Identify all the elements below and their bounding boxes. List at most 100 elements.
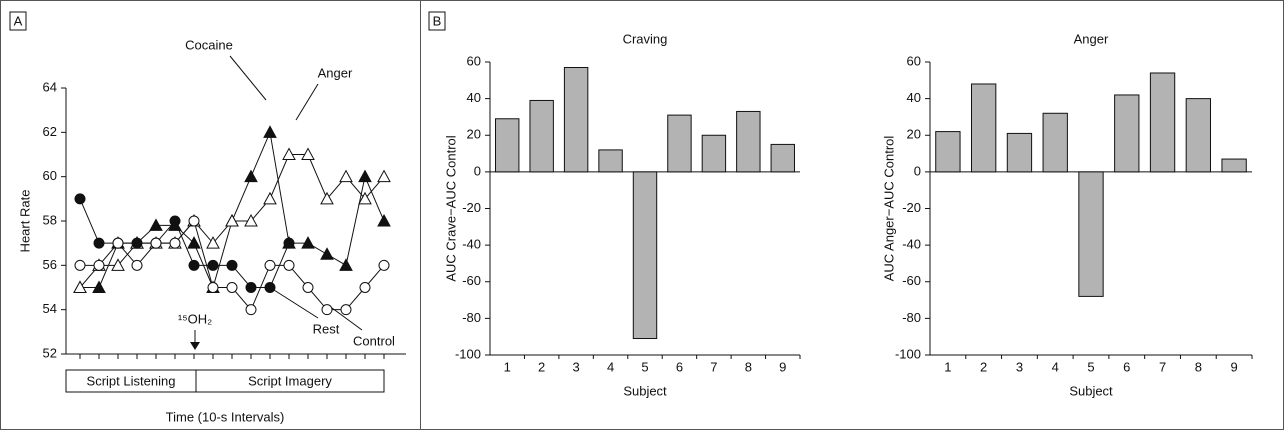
marker (339, 169, 353, 183)
y-tick-label: -100 (455, 346, 481, 361)
marker (378, 259, 390, 271)
y-axis-label: AUC Anger−AUC Control (881, 136, 896, 282)
y-tick-label: -100 (895, 346, 921, 361)
y-tick-label: -20 (902, 200, 921, 215)
marker (358, 169, 372, 183)
bar (1042, 112, 1068, 173)
y-tick-label: 58 (43, 212, 57, 227)
x-axis-label: Subject (623, 383, 667, 398)
panel-label: B (433, 13, 442, 28)
x-tick-label: 4 (1052, 359, 1059, 374)
x-tick-label: 1 (944, 359, 951, 374)
x-tick-label: 2 (980, 359, 987, 374)
bar (770, 143, 795, 173)
y-tick-label: -80 (462, 310, 481, 325)
marker (187, 236, 201, 249)
marker (226, 282, 238, 293)
y-tick-label: -20 (462, 200, 481, 215)
marker (150, 237, 162, 249)
y-tick-label: 64 (43, 79, 57, 94)
y-tick-label: -40 (462, 237, 481, 252)
y-tick-label: 52 (43, 345, 57, 360)
chart-title: Anger (1074, 31, 1109, 46)
x-tick-label: 8 (745, 359, 752, 374)
x-axis-label: Time (10-s Intervals) (166, 409, 285, 424)
marker (339, 258, 353, 271)
series-line (79, 198, 290, 288)
bar (971, 83, 997, 173)
x-tick-label: 3 (1016, 359, 1023, 374)
marker (340, 304, 352, 316)
pointer (331, 307, 363, 331)
marker (377, 213, 391, 227)
pointer (295, 83, 319, 121)
bar (1185, 98, 1211, 173)
series-annotation: Cocaine (185, 37, 233, 52)
arrow-head (190, 342, 200, 350)
marker (92, 280, 106, 293)
x-tick-label: 9 (779, 359, 786, 374)
x-tick-label: 5 (1087, 359, 1094, 374)
marker (245, 304, 257, 316)
panel-label-box (9, 11, 27, 31)
x-tick-label: 7 (710, 359, 717, 374)
y-axis-label: AUC Crave−AUC Control (443, 135, 458, 281)
y-tick-label: -60 (902, 273, 921, 288)
marker (264, 259, 276, 271)
phase-label: Script Imagery (248, 373, 332, 388)
marker (301, 147, 315, 160)
marker (131, 237, 143, 249)
marker (244, 213, 258, 227)
marker (283, 237, 295, 249)
y-tick-label: 62 (43, 124, 57, 139)
y-tick-label: -40 (902, 237, 921, 252)
x-tick-label: 4 (607, 359, 614, 374)
y-axis-label: Heart Rate (17, 190, 32, 253)
marker (263, 125, 277, 138)
marker (131, 259, 143, 271)
y-tick-label: -60 (462, 273, 481, 288)
pointer (229, 55, 267, 101)
marker (149, 218, 163, 231)
series-annotation: Anger (318, 65, 353, 80)
marker (169, 237, 181, 249)
x-tick-label: 8 (1195, 359, 1202, 374)
marker (188, 259, 200, 271)
marker (207, 259, 219, 271)
y-tick-label: 0 (914, 163, 921, 178)
bar (1221, 158, 1247, 173)
x-tick-label: 6 (676, 359, 683, 374)
marker (320, 247, 334, 260)
bar (1006, 132, 1033, 173)
y-tick-label: 40 (467, 90, 481, 105)
pointer (273, 289, 319, 319)
marker (263, 191, 277, 205)
bar (563, 66, 589, 173)
y-tick-label: 20 (467, 127, 481, 142)
bar (529, 99, 554, 173)
x-axis-label: Subject (1069, 383, 1113, 398)
y-tick-label: 20 (907, 127, 921, 142)
marker (321, 304, 333, 316)
bar (632, 171, 658, 340)
phase-box (65, 369, 385, 393)
panel-label: A (14, 13, 23, 28)
marker (359, 282, 371, 293)
marker (111, 258, 125, 271)
y-tick-label: 60 (467, 53, 481, 68)
marker (188, 215, 200, 227)
series-annotation: Rest (313, 321, 340, 336)
y-tick-label: 60 (907, 53, 921, 68)
marker (74, 259, 86, 271)
marker (377, 169, 391, 183)
bar (935, 131, 961, 173)
phase-label: Script Listening (87, 373, 176, 388)
x-tick-label: 1 (504, 359, 511, 374)
x-tick-label: 7 (1159, 359, 1166, 374)
x-tick-label: 9 (1230, 359, 1237, 374)
marker (207, 282, 219, 293)
marker (302, 282, 314, 293)
marker (112, 237, 124, 249)
marker (358, 191, 372, 205)
x-tick-label: 6 (1123, 359, 1130, 374)
